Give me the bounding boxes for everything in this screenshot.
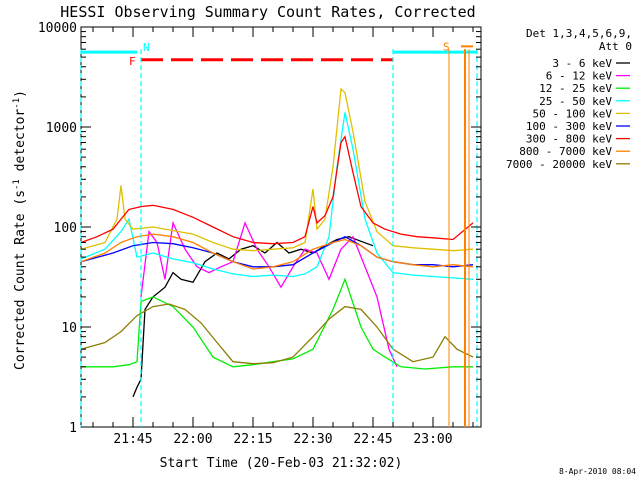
series-line-8 bbox=[80, 303, 474, 365]
x-axis-label: Start Time (20-Feb-03 21:32:02) bbox=[160, 456, 403, 471]
saa-flag-label: S bbox=[443, 40, 450, 53]
legend-entry-label: 300 - 800 keV bbox=[526, 133, 612, 146]
y-tick-label: 100 bbox=[54, 221, 77, 236]
y-axis-label-sup2: -1 bbox=[12, 98, 22, 109]
chart-title: HESSI Observing Summary Count Rates, Cor… bbox=[60, 3, 475, 21]
legend-header-detectors: Det 1,3,4,5,6,9, bbox=[526, 27, 632, 40]
legend-header-attenuator: Att 0 bbox=[599, 40, 632, 53]
y-tick-label: 1000 bbox=[46, 121, 77, 136]
legend-entry-label: 12 - 25 keV bbox=[539, 82, 612, 95]
y-axis-label-sup1: -1 bbox=[12, 179, 22, 190]
legend-entry-label: 6 - 12 keV bbox=[546, 70, 613, 83]
legend-entry-label: 50 - 100 keV bbox=[533, 107, 613, 120]
y-tick-label: 10 bbox=[61, 321, 77, 336]
legend-entry-label: 25 - 50 keV bbox=[539, 95, 612, 108]
series-line-3 bbox=[80, 112, 474, 280]
x-tick-label: 22:00 bbox=[173, 432, 212, 447]
generation-timestamp: 8-Apr-2010 08:04 bbox=[559, 467, 636, 476]
series-line-4 bbox=[80, 87, 474, 252]
x-tick-label: 21:45 bbox=[113, 432, 152, 447]
y-tick-label: 1 bbox=[69, 421, 77, 436]
flag-layer: NF S bbox=[80, 40, 478, 427]
y-axis-label: Corrected Count Rate (s-1 detector-1) bbox=[12, 90, 28, 370]
series-line-6 bbox=[80, 135, 474, 245]
series-layer bbox=[80, 87, 474, 398]
y-axis-label-main: Corrected Count Rate (s bbox=[13, 190, 28, 370]
x-axis: 21:45 22:00 22:15 22:30 22:45 23:00 bbox=[92, 27, 474, 447]
legend-entry-label: 3 - 6 keV bbox=[552, 57, 612, 70]
flare-flag-label: F bbox=[129, 55, 136, 68]
x-tick-label: 22:30 bbox=[293, 432, 332, 447]
x-tick-label: 22:45 bbox=[353, 432, 392, 447]
y-axis-label-mid: detector bbox=[13, 109, 28, 180]
series-line-2 bbox=[81, 277, 473, 370]
x-tick-label: 22:15 bbox=[233, 432, 272, 447]
legend-entry-label: 100 - 300 keV bbox=[526, 120, 612, 133]
series-line-7 bbox=[80, 233, 474, 270]
y-axis-label-end: ) bbox=[13, 90, 28, 98]
legend-entry-label: 7000 - 20000 keV bbox=[506, 158, 612, 171]
legend-entry-label: 800 - 7000 keV bbox=[519, 145, 612, 158]
y-tick-label: 10000 bbox=[38, 21, 77, 36]
x-tick-label: 23:00 bbox=[413, 432, 452, 447]
night-flag-label: N bbox=[143, 41, 150, 54]
